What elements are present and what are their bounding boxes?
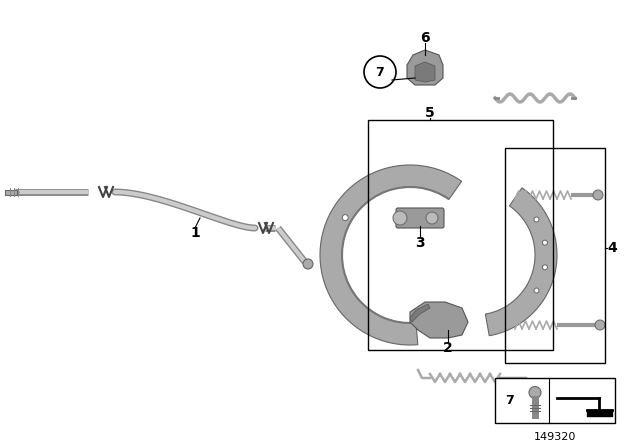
Polygon shape: [410, 304, 430, 322]
Text: 3: 3: [415, 236, 425, 250]
Text: 6: 6: [420, 31, 430, 45]
Polygon shape: [407, 50, 443, 85]
Text: 4: 4: [607, 241, 617, 255]
Circle shape: [543, 240, 547, 245]
Polygon shape: [410, 302, 468, 338]
Circle shape: [529, 387, 541, 399]
Circle shape: [426, 212, 438, 224]
Circle shape: [342, 215, 348, 220]
Circle shape: [534, 288, 539, 293]
Circle shape: [543, 265, 547, 270]
Circle shape: [364, 56, 396, 88]
Circle shape: [593, 190, 603, 200]
Circle shape: [534, 217, 539, 222]
Polygon shape: [415, 62, 435, 82]
Text: 7: 7: [505, 394, 514, 407]
Polygon shape: [485, 188, 557, 336]
Text: 149320: 149320: [534, 432, 576, 442]
Circle shape: [393, 211, 407, 225]
FancyBboxPatch shape: [396, 208, 444, 228]
Text: 2: 2: [443, 341, 453, 355]
Polygon shape: [320, 165, 461, 345]
Circle shape: [303, 259, 313, 269]
Text: 5: 5: [425, 106, 435, 120]
Text: 1: 1: [190, 226, 200, 240]
FancyBboxPatch shape: [495, 378, 615, 423]
FancyBboxPatch shape: [5, 190, 17, 194]
Text: 7: 7: [376, 65, 385, 78]
Circle shape: [595, 320, 605, 330]
